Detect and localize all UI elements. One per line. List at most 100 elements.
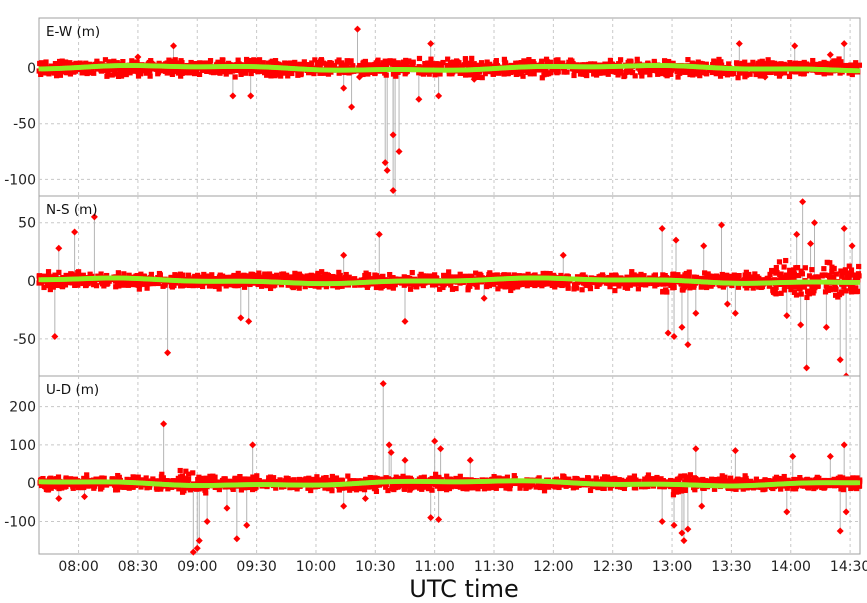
error-point bbox=[360, 71, 366, 78]
error-point bbox=[56, 282, 62, 288]
error-point bbox=[316, 278, 323, 284]
error-point bbox=[169, 68, 175, 74]
error-point bbox=[482, 71, 488, 77]
error-point bbox=[427, 273, 433, 279]
y-tick-label: -100 bbox=[4, 172, 36, 188]
error-point bbox=[50, 284, 56, 290]
error-point bbox=[215, 282, 221, 288]
error-point bbox=[407, 286, 414, 292]
spike-point bbox=[160, 420, 168, 428]
error-point bbox=[67, 280, 73, 286]
error-point bbox=[434, 70, 440, 76]
spike-point bbox=[243, 521, 251, 529]
error-point bbox=[802, 265, 808, 271]
error-point bbox=[166, 57, 172, 63]
error-point bbox=[346, 274, 352, 280]
spike-point bbox=[799, 198, 807, 206]
error-point bbox=[268, 73, 274, 79]
error-point bbox=[530, 59, 536, 65]
error-point bbox=[387, 271, 393, 278]
error-point bbox=[617, 70, 624, 76]
panel-label: N-S (m) bbox=[46, 202, 98, 218]
error-point bbox=[386, 284, 392, 290]
spike-point bbox=[842, 508, 850, 516]
error-point bbox=[767, 271, 773, 278]
error-point bbox=[605, 71, 611, 77]
error-point bbox=[473, 270, 479, 276]
y-tick-label: 0 bbox=[27, 476, 36, 492]
error-point bbox=[364, 63, 370, 69]
error-point bbox=[532, 272, 538, 278]
error-point bbox=[726, 61, 732, 67]
error-point bbox=[285, 282, 291, 288]
error-point bbox=[238, 71, 244, 78]
error-point bbox=[329, 473, 335, 480]
error-point bbox=[735, 75, 741, 81]
error-point bbox=[95, 66, 101, 72]
error-point bbox=[437, 286, 443, 292]
error-point bbox=[623, 281, 629, 287]
spike-point bbox=[789, 452, 797, 460]
error-point bbox=[285, 73, 291, 79]
error-point bbox=[582, 68, 588, 74]
error-point bbox=[465, 63, 472, 70]
spike-point bbox=[670, 521, 678, 529]
error-point bbox=[113, 284, 119, 290]
error-point bbox=[800, 70, 807, 76]
error-point bbox=[799, 271, 806, 277]
error-point bbox=[164, 70, 170, 76]
error-point bbox=[267, 285, 274, 292]
error-point bbox=[373, 284, 380, 291]
spike-point bbox=[783, 312, 791, 320]
error-point bbox=[130, 68, 136, 74]
spike-point bbox=[435, 92, 443, 100]
error-point bbox=[111, 58, 117, 64]
spike-point bbox=[229, 92, 237, 100]
error-point bbox=[756, 69, 762, 76]
error-point bbox=[573, 281, 579, 288]
error-point bbox=[469, 55, 475, 61]
error-point bbox=[584, 72, 590, 79]
error-point bbox=[172, 57, 178, 63]
spike-point bbox=[664, 329, 672, 337]
error-point bbox=[635, 286, 642, 292]
error-point bbox=[310, 273, 316, 279]
error-point bbox=[847, 284, 854, 290]
error-point bbox=[174, 60, 180, 66]
y-tick-label: -100 bbox=[4, 514, 36, 530]
error-point bbox=[626, 58, 632, 64]
error-point bbox=[609, 280, 616, 286]
error-point bbox=[248, 70, 254, 77]
error-point bbox=[338, 276, 345, 282]
error-point bbox=[429, 61, 435, 67]
error-point bbox=[778, 271, 784, 277]
error-point bbox=[663, 59, 669, 65]
error-point bbox=[759, 70, 766, 76]
error-point bbox=[856, 263, 862, 270]
error-point bbox=[547, 271, 553, 277]
error-point bbox=[59, 284, 66, 290]
spike-point bbox=[672, 236, 680, 244]
error-point bbox=[517, 485, 523, 491]
error-point bbox=[592, 61, 598, 67]
error-point bbox=[420, 282, 426, 289]
error-point bbox=[237, 281, 244, 287]
error-point bbox=[781, 287, 787, 293]
error-point bbox=[598, 66, 604, 73]
error-point bbox=[815, 274, 821, 280]
error-point bbox=[41, 284, 47, 291]
error-point bbox=[454, 62, 460, 68]
error-point bbox=[40, 70, 46, 76]
error-point bbox=[698, 275, 704, 282]
error-point bbox=[190, 470, 196, 476]
error-point bbox=[783, 257, 789, 264]
error-point bbox=[293, 283, 300, 289]
y-tick-label: 0 bbox=[27, 61, 36, 77]
error-point bbox=[852, 276, 859, 282]
error-point bbox=[629, 69, 636, 76]
error-point bbox=[91, 281, 98, 287]
error-point bbox=[230, 276, 237, 282]
error-point bbox=[839, 269, 846, 276]
error-point bbox=[121, 271, 127, 277]
error-point bbox=[518, 281, 525, 288]
